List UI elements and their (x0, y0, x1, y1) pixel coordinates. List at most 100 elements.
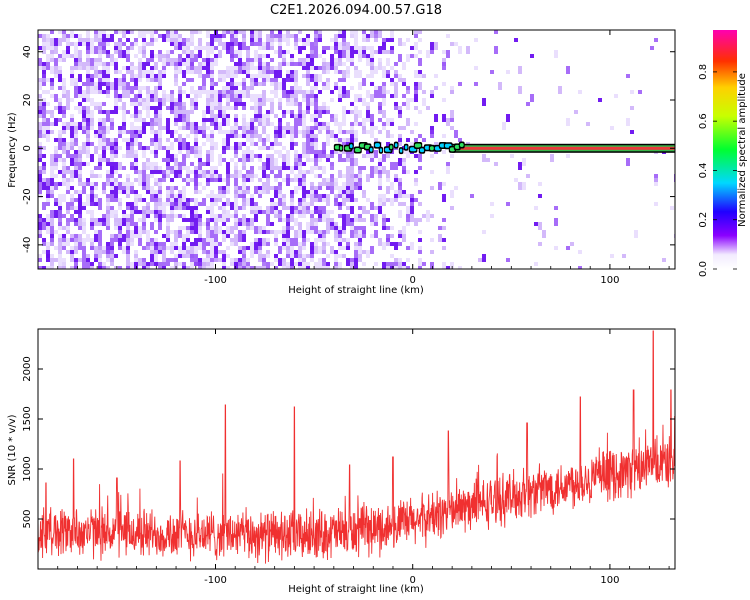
spectrogram-cell (234, 122, 238, 126)
spectrogram-cell (446, 162, 450, 166)
spectrogram-cell (386, 170, 390, 178)
spectrogram-cell (458, 266, 462, 269)
spectrogram-cell (210, 210, 214, 218)
spectrogram-cell (174, 102, 178, 106)
spectrogram-cell (194, 254, 198, 258)
spectrogram-cell (38, 58, 42, 66)
spectrogram-cell (326, 130, 330, 134)
spectrogram-cell (286, 238, 290, 242)
spectrogram-cell (74, 42, 78, 50)
spectrogram-cell (230, 242, 234, 246)
spectrogram-cell (298, 214, 302, 218)
spectrogram-cell (270, 186, 274, 190)
spectrogram-cell (122, 110, 126, 118)
spectrogram-cell (294, 150, 298, 154)
spectrogram-cell (338, 42, 342, 46)
spectrogram-cell (138, 114, 142, 118)
spectrogram-cell (118, 38, 122, 42)
spectrogram-cell (154, 214, 158, 222)
spectrogram-cell (206, 138, 210, 142)
spectrogram-cell (150, 122, 154, 130)
spectrogram-cell (370, 74, 374, 78)
spectrogram-cell (278, 166, 282, 170)
spectrogram-cell (314, 142, 318, 150)
spectrogram-cell (354, 230, 358, 234)
spectrogram-cell (414, 182, 418, 186)
spectrogram-cell (302, 190, 306, 198)
spectrogram-cell (94, 222, 98, 226)
spectrogram-cell (174, 170, 178, 178)
spectrogram-cell (366, 38, 370, 42)
spectrogram-cell (134, 38, 138, 42)
spectrogram-cell (182, 82, 186, 86)
spectrogram-cell (350, 182, 354, 190)
spectrogram-cell (170, 206, 174, 210)
spectrogram-cell (126, 258, 130, 262)
spectrogram-cell (62, 238, 66, 246)
spectrogram-cell (146, 106, 150, 110)
spectrogram-cell (406, 246, 410, 250)
spectrogram-cell (210, 202, 214, 210)
spectrogram-cell (86, 258, 90, 262)
spectrogram-cell (206, 74, 210, 78)
spectrogram-cell (366, 74, 370, 78)
spectrogram-cell (342, 30, 346, 38)
spectrogram-cell (390, 134, 394, 138)
spectrogram-y-tick-label: 40 (22, 45, 33, 58)
spectrogram-cell (306, 150, 310, 154)
spectrogram-cell (54, 174, 58, 178)
spectrogram-cell (166, 106, 170, 110)
spectrogram-cell (398, 158, 402, 166)
spectrogram-cell (134, 102, 138, 106)
spectrogram-cell (430, 42, 434, 50)
spectrogram-cell (310, 126, 314, 130)
spectrogram-cell (222, 94, 226, 98)
spectrogram-cell (266, 254, 270, 258)
spectrogram-cell (266, 118, 270, 126)
spectrogram-cell (142, 146, 146, 150)
spectrogram-cell (42, 146, 46, 150)
spectrogram-cell (506, 114, 510, 122)
spectrogram-cell (170, 142, 174, 146)
spectrogram-cell (358, 182, 362, 186)
spectrogram-cell (194, 262, 198, 266)
spectrogram-cell (326, 110, 330, 114)
spectrogram-cell (654, 38, 658, 42)
spectrogram-cell (82, 266, 86, 269)
spectrogram-cell (290, 70, 294, 74)
spectrogram-cell (386, 218, 390, 222)
spectrogram-cell (98, 246, 102, 250)
spectrogram-cell (266, 178, 270, 182)
spectrogram-cell (126, 218, 130, 222)
spectrogram-cells (38, 30, 675, 269)
spectrogram-cell (346, 214, 350, 222)
spectrogram-cell (366, 174, 370, 182)
spectrogram-cell (266, 74, 270, 82)
spectrogram-cell (266, 186, 270, 194)
spectrogram-cell (322, 86, 326, 90)
spectrogram-cell (234, 90, 238, 94)
spectrogram-cell (170, 230, 174, 234)
spectrogram-cell (310, 190, 314, 194)
spectrogram-cell (518, 162, 522, 170)
spectrogram-cell (110, 206, 114, 210)
spectrogram-cell (262, 210, 266, 214)
spectrogram-cell (338, 78, 342, 82)
spectrogram-cell (270, 82, 274, 86)
spectrogram-cell (154, 230, 158, 234)
spectrogram-cell (418, 166, 422, 170)
spectrogram-cell (210, 262, 214, 269)
spectrogram-cell (206, 50, 210, 58)
spectrogram-cell (290, 178, 294, 182)
spectrogram-cell (266, 214, 270, 218)
spectrogram-cell (58, 58, 62, 62)
spectrogram-cell (74, 262, 78, 269)
spectrogram-cell (130, 70, 134, 78)
spectrogram-cell (278, 142, 282, 146)
spectrogram-cell (310, 134, 314, 138)
spectrogram-cell (146, 122, 150, 126)
spectrogram-cell (126, 138, 130, 142)
spectrogram-cell (246, 138, 250, 142)
spectrogram-cell (234, 30, 238, 34)
spectrogram-cell (378, 238, 382, 246)
